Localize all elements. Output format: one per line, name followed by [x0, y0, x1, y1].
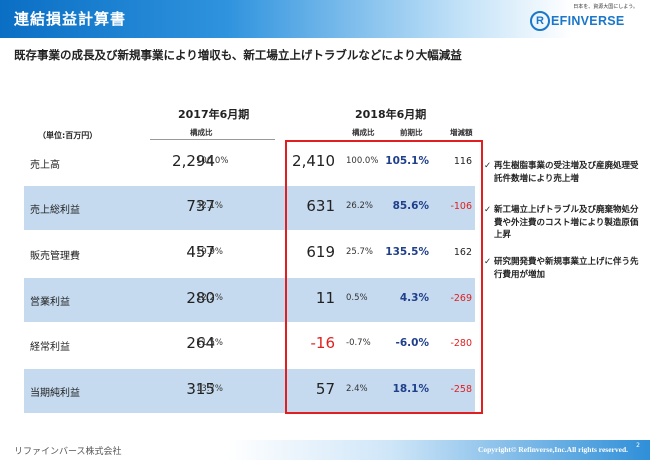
yoy-ratio: 135.5%	[385, 246, 429, 258]
note-text: 研究開発費や新規事業立上げに伴う先行費用が増加	[494, 257, 639, 280]
note-sga: ✓ 研究開発費や新規事業立上げに伴う先行費用が増加	[484, 256, 644, 281]
footer-bar: リファインバース株式会社 Copyright© Refinverse,Inc.A…	[0, 440, 650, 460]
change-amount: 116	[453, 156, 472, 167]
table-row: 販売管理費 457 19.9% 619 25.7% 135.5% 162	[24, 232, 475, 276]
col-header-ratio-2017: 構成比	[190, 128, 213, 137]
value-2018: 11	[315, 289, 335, 307]
unit-label: （単位:百万円）	[38, 131, 98, 140]
ratio-2018: 2.4%	[346, 384, 368, 394]
yoy-ratio: 18.1%	[392, 383, 429, 395]
yoy-ratio: -6.0%	[395, 337, 429, 349]
ratio-2017: 12.2%	[196, 293, 224, 303]
value-2017: 737	[186, 197, 215, 215]
period-2018-heading: 2018年6月期	[355, 108, 427, 121]
value-2018: 57	[315, 380, 335, 398]
value-2017: 457	[186, 243, 215, 261]
ratio-2018: 25.7%	[346, 247, 374, 257]
note-gross-profit: ✓ 新工場立上げトラブル及び廃棄物処分費や外注費のコスト増により製造原価上昇	[484, 204, 644, 242]
row-label: 営業利益	[30, 297, 70, 308]
value-2017: 2,294	[172, 152, 215, 170]
value-2017: 315	[186, 380, 215, 398]
yoy-ratio: 105.1%	[385, 155, 429, 167]
yoy-ratio: 85.6%	[392, 200, 429, 212]
note-text: 新工場立上げトラブル及び廃棄物処分費や外注費のコスト増により製造原価上昇	[494, 205, 639, 240]
value-2018: 619	[306, 243, 335, 261]
page-number: 2	[636, 442, 640, 449]
value-2017: 280	[186, 289, 215, 307]
logo-mark-icon: R	[530, 11, 550, 31]
note-revenue: ✓ 再生樹脂事業の受注増及び産廃処理受託件数増により売上増	[484, 160, 644, 185]
slide-subtitle: 既存事業の成長及び新規事業により増収も、新工場立上げトラブルなどにより大幅減益	[14, 48, 462, 62]
ratio-2017: 100.0%	[196, 156, 229, 166]
change-amount: 162	[453, 247, 472, 258]
value-2018: 631	[306, 197, 335, 215]
ratio-2017: 11.5%	[196, 338, 224, 348]
col-header-yoy: 前期比	[400, 128, 423, 137]
ratio-2017: 13.7%	[196, 384, 224, 394]
table-row: 売上高 2,294 100.0% 2,410 100.0% 105.1% 116	[24, 141, 475, 185]
col-header-ratio-2018: 構成比	[352, 128, 375, 137]
change-amount: -280	[450, 338, 472, 349]
note-text: 再生樹脂事業の受注増及び産廃処理受託件数増により売上増	[494, 161, 639, 184]
ratio-2017: 32.1%	[196, 201, 224, 211]
logo-text: EFINVERSE	[551, 14, 625, 28]
ratio-2018: -0.7%	[346, 338, 371, 348]
fy2018-highlight-box	[285, 140, 483, 414]
header-bar: 連結損益計算書 日本を、資源大国にしよう。 R EFINVERSE	[0, 0, 650, 38]
ratio-2017: 19.9%	[196, 247, 224, 257]
ratio-2018: 100.0%	[346, 156, 379, 166]
header-divider	[150, 139, 275, 140]
table-row: 経常利益 264 11.5% -16 -0.7% -6.0% -280	[24, 323, 475, 367]
change-amount: -258	[450, 384, 472, 395]
change-amount: -106	[450, 201, 472, 212]
col-header-diff: 増減額	[450, 128, 473, 137]
company-tagline: 日本を、資源大国にしよう。	[573, 4, 638, 10]
row-label: 当期純利益	[30, 388, 80, 399]
table-row: 売上総利益 737 32.1% 631 26.2% 85.6% -106	[24, 186, 475, 230]
row-label: 売上総利益	[30, 205, 80, 216]
yoy-ratio: 4.3%	[399, 292, 429, 304]
company-logo: R EFINVERSE	[530, 11, 640, 33]
check-icon: ✓	[484, 161, 492, 171]
table-row: 営業利益 280 12.2% 11 0.5% 4.3% -269	[24, 278, 475, 322]
table-row: 当期純利益 315 13.7% 57 2.4% 18.1% -258	[24, 369, 475, 413]
value-2017: 264	[186, 334, 215, 352]
row-label: 売上高	[30, 160, 60, 171]
change-amount: -269	[450, 293, 472, 304]
period-2017-heading: 2017年6月期	[178, 108, 250, 121]
row-label: 経常利益	[30, 342, 70, 353]
company-name: リファインバース株式会社	[14, 447, 122, 457]
value-2018: -16	[310, 334, 336, 352]
ratio-2018: 26.2%	[346, 201, 374, 211]
ratio-2018: 0.5%	[346, 293, 368, 303]
check-icon: ✓	[484, 257, 492, 267]
row-label: 販売管理費	[30, 251, 80, 262]
copyright-notice: Copyright© Refinverse,Inc.All rights res…	[477, 445, 628, 454]
check-icon: ✓	[484, 205, 492, 215]
value-2018: 2,410	[292, 152, 335, 170]
slide-title: 連結損益計算書	[14, 10, 127, 28]
